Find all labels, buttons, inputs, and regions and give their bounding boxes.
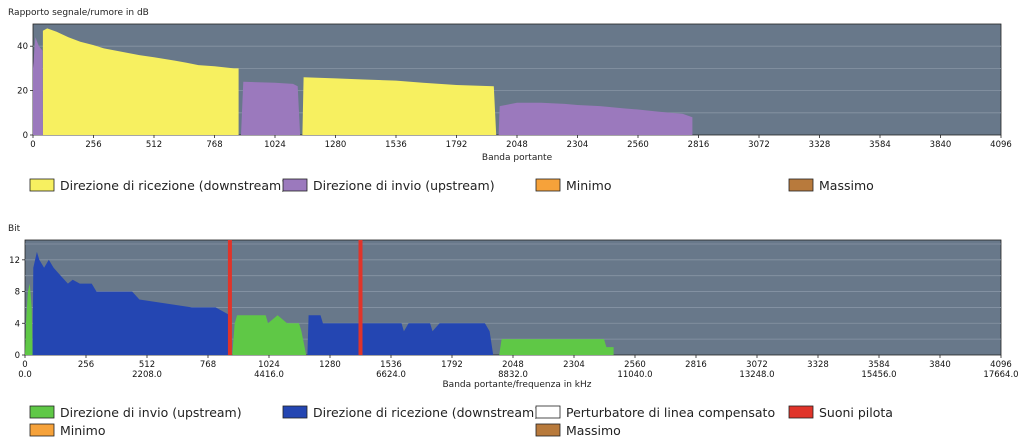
legend-label-3: Massimo [819,178,874,193]
x-tick-label: 3328 [807,360,829,370]
legend-label-1: Direzione di ricezione (downstream) [313,405,539,420]
y-tick-label: 0 [15,351,20,361]
series-area-2 [232,315,307,355]
x-tick-label: 2560 [627,140,649,150]
x-tick-label: 1280 [319,360,341,370]
x-tick-label: 4096 [990,360,1012,370]
frequency-tick-label: 8832.0 [498,370,528,380]
snr-legend: Direzione di ricezione (downstream) Direz… [29,178,874,193]
snr-y-ticks: 0 20 40 [17,42,33,141]
series-area-0 [42,28,239,135]
x-tick-label: 3328 [809,140,831,150]
bits-series [25,251,614,355]
x-tick-label: 0 [30,140,35,150]
frequency-tick-label: 17664.0 [983,370,1018,380]
frequency-tick-label: 4416.0 [254,370,284,380]
x-tick-label: 3840 [930,140,952,150]
x-tick-label: 1536 [385,140,407,150]
frequency-tick-label: 15456.0 [861,370,896,380]
pilot-tone-0 [227,240,232,355]
x-tick-label: 2048 [506,140,528,150]
series-area-3 [302,77,497,135]
x-tick-label: 1536 [380,360,402,370]
y-tick-label: 20 [17,87,28,97]
legend-swatch-0 [29,405,55,419]
legend-label-0: Direzione di ricezione (downstream) [60,178,286,193]
legend-swatch-5 [535,423,561,437]
x-tick-label: 768 [206,140,222,150]
x-tick-label: 3072 [748,140,770,150]
x-tick-label: 2304 [563,360,585,370]
x-tick-label: 3584 [868,360,890,370]
legend-swatch-0 [29,178,55,192]
x-tick-label: 256 [85,140,101,150]
x-tick-label: 3072 [746,360,768,370]
x-tick-label: 2560 [624,360,646,370]
y-tick-label: 40 [17,42,28,52]
x-tick-label: 1280 [325,140,347,150]
legend-label-4: Minimo [60,423,105,438]
legend-swatch-1 [282,178,308,192]
series-area-4 [499,339,614,355]
x-tick-label: 1024 [264,140,286,150]
series-area-0 [25,283,33,355]
legend-swatch-2 [535,178,561,192]
frequency-tick-label: 2208.0 [132,370,162,380]
x-tick-label: 2048 [502,360,524,370]
x-tick-label: 3584 [869,140,891,150]
legend-label-2: Minimo [566,178,611,193]
x-tick-label: 1024 [258,360,280,370]
y-tick-label: 0 [23,131,28,141]
snr-series [33,28,693,135]
x-tick-label: 3840 [929,360,951,370]
x-tick-label: 512 [139,360,155,370]
x-tick-label: 2816 [688,140,710,150]
legend-label-2: Perturbatore di linea compensato [566,405,775,420]
bits-y-ticks: 0 4 8 12 [9,256,25,361]
x-tick-label: 1792 [441,360,463,370]
bits-frequency-ticks: 0.0 2208.0 4416.0 6624.0 8832.0 11040.0 13248.… [18,370,1018,380]
snr-y-axis-title: Rapporto segnale/rumore in dB [8,8,149,18]
legend-label-5: Massimo [566,423,621,438]
frequency-tick-label: 0.0 [18,370,32,380]
frequency-tick-label: 11040.0 [617,370,652,380]
frequency-tick-label: 13248.0 [739,370,774,380]
x-tick-label: 1792 [446,140,468,150]
pilot-tones [227,240,363,355]
legend-swatch-4 [29,423,55,437]
series-area-1 [33,37,43,135]
legend-swatch-3 [788,405,814,419]
x-tick-label: 2304 [567,140,589,150]
x-tick-label: 4096 [990,140,1012,150]
legend-label-0: Direzione di invio (upstream) [60,405,242,420]
legend-label-1: Direzione di invio (upstream) [313,178,495,193]
x-tick-label: 768 [200,360,216,370]
legend-swatch-3 [788,178,814,192]
x-tick-label: 2816 [685,360,707,370]
frequency-tick-label: 6624.0 [376,370,406,380]
x-tick-label: 0 [22,360,27,370]
bits-legend: Direzione di invio (upstream) Direzione d… [29,405,893,438]
series-area-1 [32,251,232,355]
y-tick-label: 4 [15,319,20,329]
legend-label-3: Suoni pilota [819,405,893,420]
snr-x-ticks: 0 256 512 768 1024 1280 1536 1792 2048 2304 2560 28… [30,135,1012,150]
bits-x-ticks: 0 256 512 768 1024 1280 1536 1792 2048 2304 2560 28… [22,355,1012,370]
x-tick-label: 512 [146,140,162,150]
snr-x-axis-title: Banda portante [482,153,553,163]
y-tick-label: 8 [15,288,20,298]
series-area-4 [498,102,693,135]
legend-swatch-2 [535,405,561,419]
legend-swatch-1 [282,405,308,419]
bits-y-axis-title: Bit [8,224,21,234]
series-area-3 [307,315,494,355]
y-tick-label: 12 [9,256,20,266]
series-area-2 [241,81,301,135]
bits-x-axis-title: Banda portante/frequenza in kHz [443,380,592,390]
x-tick-label: 256 [78,360,94,370]
pilot-tone-1 [358,240,363,355]
